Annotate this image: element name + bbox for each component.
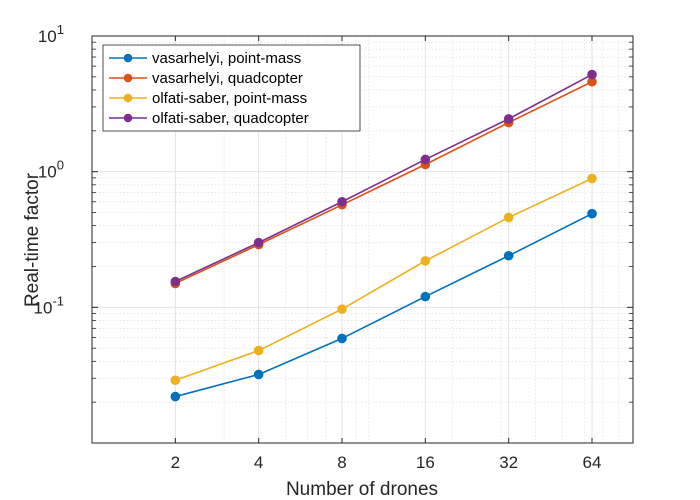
x-tick-label: 64	[583, 453, 602, 472]
data-point	[587, 173, 597, 184]
legend-label: vasarhelyi, point-mass	[152, 50, 301, 67]
x-tick-label: 16	[416, 453, 435, 472]
series-2	[170, 173, 597, 386]
data-point	[587, 69, 597, 80]
y-tick-exponent: -1	[52, 293, 64, 308]
data-point	[253, 237, 264, 248]
series-line	[175, 212, 593, 398]
series-line	[175, 81, 593, 285]
data-point	[253, 345, 264, 356]
x-tick-label: 32	[499, 453, 518, 472]
plot-frame	[91, 35, 634, 444]
legend-label: olfati-saber, point-mass	[152, 90, 307, 107]
series-line	[175, 177, 593, 382]
legend-marker	[123, 113, 133, 123]
x-tick-label: 8	[337, 453, 346, 472]
data-point	[587, 208, 597, 219]
series-line	[175, 73, 593, 283]
data-point	[503, 212, 514, 223]
legend: vasarhelyi, point-mass vasarhelyi, quadco…	[102, 44, 361, 132]
legend-marker	[123, 73, 133, 83]
data-point	[337, 304, 347, 314]
x-tick-label: 4	[254, 453, 263, 472]
series-group	[170, 69, 597, 402]
y-tick-label: 101	[38, 22, 64, 46]
legend-marker	[123, 53, 133, 63]
x-axis-title: Number of drones	[286, 479, 438, 500]
legend-box	[102, 44, 361, 132]
data-point	[170, 391, 181, 402]
series-3	[170, 69, 597, 287]
data-point	[420, 256, 431, 266]
legend-label: vasarhelyi, quadcopter	[152, 70, 303, 87]
y-tick-exponent: 0	[57, 158, 64, 173]
legend-marker	[123, 93, 133, 103]
x-tick-label: 2	[171, 453, 180, 472]
data-point	[420, 291, 431, 302]
data-point	[503, 114, 514, 124]
y-tick-exponent: 1	[57, 22, 64, 37]
series-0	[170, 208, 597, 402]
data-point	[337, 196, 347, 207]
y-axis-title: Real-time factor	[22, 172, 43, 307]
data-point	[253, 369, 264, 380]
data-point	[503, 250, 514, 261]
data-point	[337, 333, 347, 344]
data-point	[170, 276, 181, 287]
data-point	[170, 375, 181, 386]
legend-label: olfati-saber, quadcopter	[152, 110, 309, 127]
data-point	[420, 154, 431, 165]
